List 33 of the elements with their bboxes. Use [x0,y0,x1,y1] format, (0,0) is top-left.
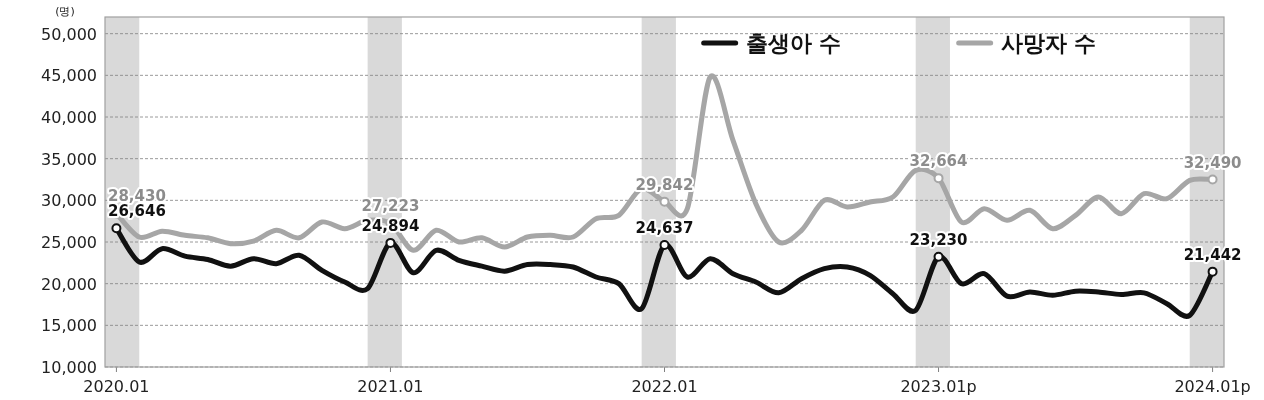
data-label: 32,664 [909,152,968,171]
y-tick-label: 40,000 [41,108,97,127]
y-tick-label: 45,000 [41,66,97,86]
y-tick-label: 35,000 [41,149,97,169]
y-tick-label: 10,000 [41,358,97,377]
y-tick-label: 20,000 [41,274,97,294]
point [933,173,944,184]
legend-label: 출생아 수 [745,31,842,56]
y-tick-label: 50,000 [41,24,97,44]
data-label: 24,894 [361,216,420,235]
data-label: 24,637 [635,219,694,238]
point [1207,174,1218,185]
data-label: 21,442 [1183,245,1242,264]
x-tick-label: 2021.01 [357,377,424,396]
y-axis-title: (명) [55,5,75,18]
point [1207,266,1218,277]
y-tick-label: 15,000 [41,316,97,336]
point [385,237,396,248]
point [659,240,670,251]
data-label: 32,490 [1183,153,1242,172]
x-tick-label: 2020.01 [83,377,150,396]
y-tick-label: 30,000 [41,191,97,211]
data-label: 29,842 [635,175,694,194]
data-label: 23,230 [909,230,968,249]
legend-label: 사망자 수 [1000,31,1097,56]
x-tick-label: 2023.01p [900,377,977,396]
y-tick-label: 25,000 [41,233,97,252]
x-tick-label: 2022.01 [631,377,698,396]
data-label: 27,223 [361,197,420,216]
x-tick-label: 2024.01p [1174,377,1251,396]
point [659,196,670,207]
point [111,223,122,234]
point [933,251,944,262]
